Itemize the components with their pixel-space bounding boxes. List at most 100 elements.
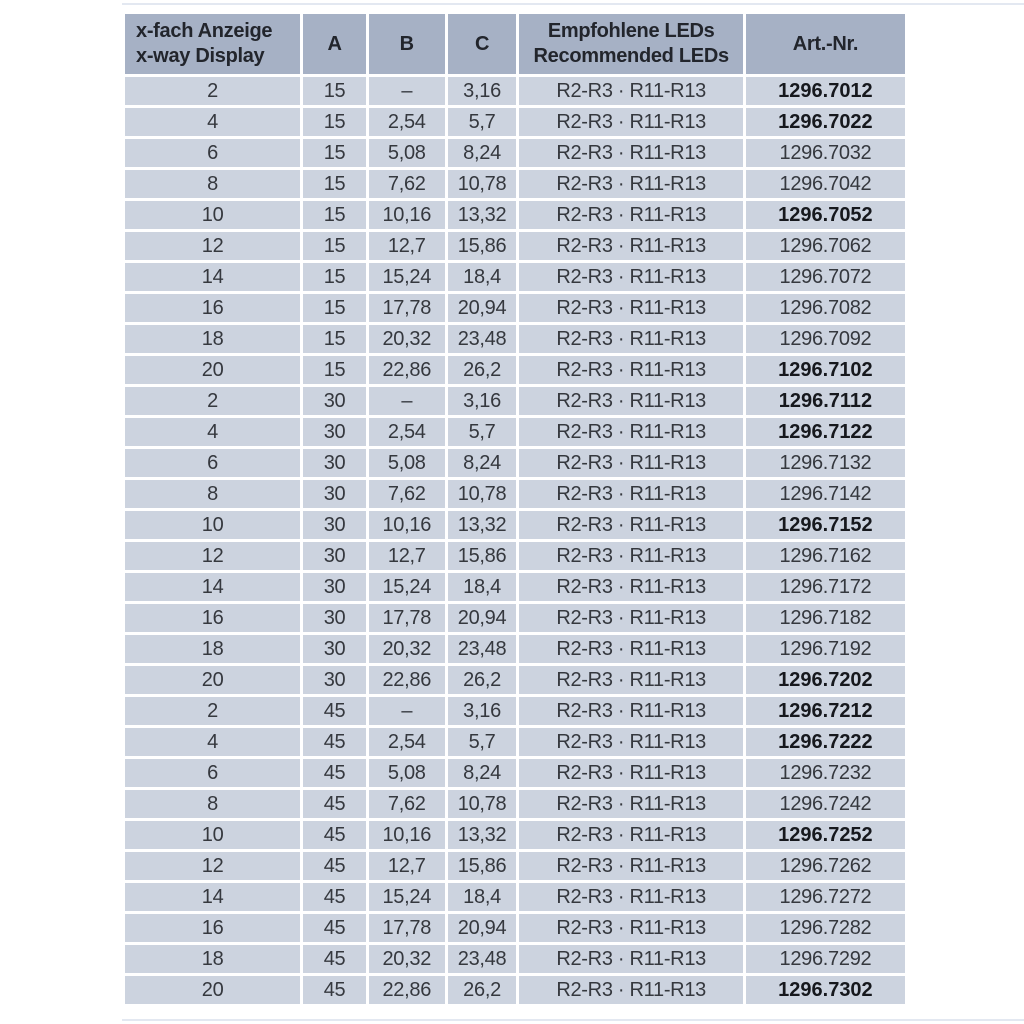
- cell-display: 18: [125, 325, 301, 353]
- cell-a: 30: [303, 387, 366, 415]
- cell-c: 18,4: [447, 883, 517, 911]
- cell-b: –: [368, 77, 445, 105]
- cell-a: 45: [303, 759, 366, 787]
- cell-leds: R2-R3 · R11-R13: [519, 635, 743, 663]
- cell-c: 15,86: [447, 232, 517, 260]
- cell-a: 15: [303, 201, 366, 229]
- cell-b: 20,32: [368, 635, 445, 663]
- cell-leds: R2-R3 · R11-R13: [519, 201, 743, 229]
- cell-display: 8: [125, 790, 301, 818]
- cell-a: 30: [303, 666, 366, 694]
- header-row: x-fach Anzeige x-way Display A B C Empfo…: [125, 14, 905, 74]
- cell-display: 6: [125, 449, 301, 477]
- cell-b: 2,54: [368, 418, 445, 446]
- table-row: 18 45 20,32 23,48 R2-R3 · R11-R13 1296.7292: [125, 945, 905, 973]
- table-row: 14 15 15,24 18,4 R2-R3 · R11-R13 1296.7072: [125, 263, 905, 291]
- cell-c: 5,7: [447, 108, 517, 136]
- cell-display: 20: [125, 666, 301, 694]
- cell-c: 18,4: [447, 573, 517, 601]
- table-row: 8 45 7,62 10,78 R2-R3 · R11-R13 1296.7242: [125, 790, 905, 818]
- table-row: 18 15 20,32 23,48 R2-R3 · R11-R13 1296.7092: [125, 325, 905, 353]
- cell-art-nr: 1296.7262: [745, 852, 905, 880]
- cell-c: 15,86: [447, 852, 517, 880]
- cell-b: 12,7: [368, 542, 445, 570]
- cell-a: 15: [303, 139, 366, 167]
- cell-art-nr: 1296.7292: [745, 945, 905, 973]
- cell-leds: R2-R3 · R11-R13: [519, 418, 743, 446]
- cell-a: 15: [303, 77, 366, 105]
- cell-a: 15: [303, 325, 366, 353]
- header-b: B: [368, 14, 445, 74]
- cell-b: 15,24: [368, 573, 445, 601]
- cell-display: 12: [125, 542, 301, 570]
- cell-a: 45: [303, 728, 366, 756]
- cell-c: 13,32: [447, 511, 517, 539]
- cell-leds: R2-R3 · R11-R13: [519, 697, 743, 725]
- cell-art-nr: 1296.7052: [745, 201, 905, 229]
- cell-leds: R2-R3 · R11-R13: [519, 604, 743, 632]
- cell-c: 5,7: [447, 728, 517, 756]
- cell-c: 20,94: [447, 604, 517, 632]
- cell-leds: R2-R3 · R11-R13: [519, 883, 743, 911]
- bottom-edge-sliver: [122, 1019, 1024, 1021]
- header-leds: Empfohlene LEDs Recommended LEDs: [519, 14, 743, 74]
- cell-a: 30: [303, 542, 366, 570]
- cell-a: 30: [303, 604, 366, 632]
- cell-c: 23,48: [447, 635, 517, 663]
- cell-art-nr: 1296.7212: [745, 697, 905, 725]
- cell-leds: R2-R3 · R11-R13: [519, 759, 743, 787]
- table-row: 2 45–3,16 R2-R3 · R11-R13 1296.7212: [125, 697, 905, 725]
- cell-c: 15,86: [447, 542, 517, 570]
- cell-c: 26,2: [447, 356, 517, 384]
- table-row: 12 15 12,7 15,86 R2-R3 · R11-R13 1296.7062: [125, 232, 905, 260]
- cell-b: 5,08: [368, 449, 445, 477]
- cell-a: 15: [303, 232, 366, 260]
- cell-c: 23,48: [447, 945, 517, 973]
- table-row: 10 45 10,16 13,32 R2-R3 · R11-R13 1296.7252: [125, 821, 905, 849]
- cell-a: 30: [303, 480, 366, 508]
- cell-leds: R2-R3 · R11-R13: [519, 108, 743, 136]
- cell-b: –: [368, 697, 445, 725]
- cell-c: 3,16: [447, 387, 517, 415]
- cell-art-nr: 1296.7012: [745, 77, 905, 105]
- cell-a: 45: [303, 697, 366, 725]
- cell-leds: R2-R3 · R11-R13: [519, 294, 743, 322]
- cell-b: 20,32: [368, 945, 445, 973]
- table-row: 20 30 22,86 26,2 R2-R3 · R11-R13 1296.7202: [125, 666, 905, 694]
- cell-display: 8: [125, 480, 301, 508]
- cell-a: 45: [303, 790, 366, 818]
- cell-b: 2,54: [368, 108, 445, 136]
- cell-art-nr: 1296.7272: [745, 883, 905, 911]
- cell-leds: R2-R3 · R11-R13: [519, 790, 743, 818]
- cell-display: 4: [125, 728, 301, 756]
- spec-table: x-fach Anzeige x-way Display A B C Empfo…: [122, 11, 908, 1007]
- cell-art-nr: 1296.7082: [745, 294, 905, 322]
- cell-a: 15: [303, 356, 366, 384]
- cell-leds: R2-R3 · R11-R13: [519, 821, 743, 849]
- cell-art-nr: 1296.7162: [745, 542, 905, 570]
- top-edge-sliver: [122, 3, 1024, 5]
- cell-b: 12,7: [368, 232, 445, 260]
- table-row: 20 45 22,86 26,2 R2-R3 · R11-R13 1296.7302: [125, 976, 905, 1004]
- cell-c: 8,24: [447, 759, 517, 787]
- cell-a: 30: [303, 511, 366, 539]
- cell-b: 10,16: [368, 821, 445, 849]
- cell-c: 18,4: [447, 263, 517, 291]
- cell-b: 10,16: [368, 511, 445, 539]
- table-row: 16 15 17,78 20,94 R2-R3 · R11-R13 1296.7082: [125, 294, 905, 322]
- cell-art-nr: 1296.7062: [745, 232, 905, 260]
- cell-art-nr: 1296.7032: [745, 139, 905, 167]
- table-row: 16 30 17,78 20,94 R2-R3 · R11-R13 1296.7182: [125, 604, 905, 632]
- cell-art-nr: 1296.7172: [745, 573, 905, 601]
- header-display: x-fach Anzeige x-way Display: [125, 14, 301, 74]
- table-row: 8 15 7,62 10,78 R2-R3 · R11-R13 1296.7042: [125, 170, 905, 198]
- cell-display: 6: [125, 139, 301, 167]
- cell-display: 16: [125, 604, 301, 632]
- cell-c: 5,7: [447, 418, 517, 446]
- cell-leds: R2-R3 · R11-R13: [519, 325, 743, 353]
- cell-a: 30: [303, 449, 366, 477]
- cell-a: 15: [303, 108, 366, 136]
- cell-b: 12,7: [368, 852, 445, 880]
- cell-display: 2: [125, 387, 301, 415]
- cell-c: 10,78: [447, 480, 517, 508]
